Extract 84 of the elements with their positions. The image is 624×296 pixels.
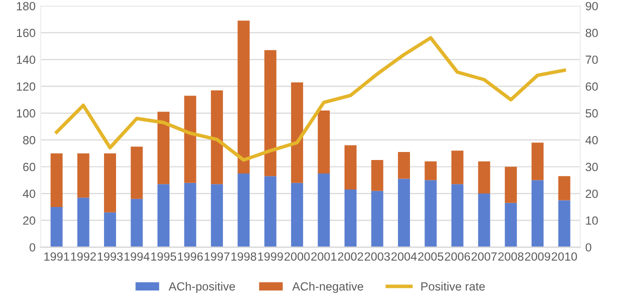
line-series [54, 36, 566, 162]
legend-label: ACh-negative [292, 282, 364, 293]
y-tick-label: 0 [30, 243, 36, 252]
bar [238, 20, 250, 174]
y2-tick-label: 90 [586, 2, 598, 10]
y2-tick-label: 80 [586, 28, 598, 38]
y2-tick-label: 20 [586, 190, 598, 198]
bar [398, 152, 410, 179]
y-tick-label: 20 [23, 216, 36, 225]
bar [451, 150, 464, 184]
x-tick-label: 1992 [71, 252, 96, 261]
bar [371, 190, 384, 248]
x-tick-label: 2008 [498, 252, 524, 261]
y2-tick-label: 50 [586, 109, 598, 118]
bar [264, 176, 276, 248]
y-tick-label: 180 [16, 2, 36, 10]
bar [157, 184, 170, 248]
bar [318, 173, 330, 248]
y-tick-label: 100 [16, 109, 36, 118]
bar [210, 184, 223, 248]
bar [318, 110, 330, 174]
bar [50, 153, 63, 207]
bar [264, 50, 276, 176]
legend-label: Positive rate [421, 282, 485, 291]
bar [371, 160, 384, 191]
bar [130, 146, 143, 199]
x-tick-label: 2004 [391, 252, 417, 261]
bar [130, 198, 143, 248]
bar [238, 173, 250, 248]
bar [291, 182, 304, 248]
x-tick-label: 1993 [98, 252, 123, 261]
x-tick-label: 2009 [525, 252, 550, 261]
y-tick-label: 80 [23, 136, 36, 144]
bar [424, 161, 437, 180]
bar [104, 212, 116, 248]
bar [558, 200, 570, 248]
bar [157, 112, 170, 184]
bar [50, 206, 63, 248]
x-tick-label: 1998 [231, 252, 256, 261]
x-tick-label: 2000 [284, 252, 310, 261]
x-tick-label: 2003 [364, 252, 390, 261]
y-tick-label: 40 [22, 190, 36, 198]
y-tick-label: 120 [16, 82, 36, 91]
x-tick-label: 1999 [258, 252, 283, 261]
bar [210, 90, 223, 184]
bar [504, 202, 517, 248]
y-tick-label: 60 [23, 162, 36, 172]
y2-tick-label: 40 [585, 136, 598, 144]
bar [478, 161, 490, 194]
x-tick-label: 2006 [444, 252, 470, 261]
legend-label: ACh-positive [168, 282, 235, 293]
x-tick-label: 1994 [124, 252, 150, 261]
bar [451, 184, 464, 248]
x-tick-label: 2010 [552, 252, 577, 261]
x-tick-label: 1997 [204, 252, 230, 261]
bar [291, 82, 304, 183]
bar [104, 153, 116, 212]
bar [558, 176, 570, 200]
bar [504, 166, 517, 203]
bar [77, 153, 90, 198]
bar [184, 182, 196, 248]
bar [532, 142, 544, 180]
x-tick-label: 1995 [151, 252, 176, 261]
y-tick-label: 160 [16, 28, 36, 38]
bar [398, 178, 410, 248]
y2-tick-label: 10 [586, 216, 598, 225]
x-tick-label: 1996 [178, 252, 203, 261]
y2-tick-label: 70 [586, 56, 598, 64]
bar [77, 198, 90, 248]
x-tick-label: 1991 [44, 252, 70, 261]
bar [344, 190, 357, 248]
x-tick-label: 2001 [311, 252, 336, 261]
bar [532, 180, 544, 248]
bar [344, 145, 357, 190]
y2-tick-label: 60 [586, 82, 598, 91]
x-tick-label: 2005 [418, 252, 444, 261]
x-tick-label: 2007 [472, 252, 497, 261]
y2-tick-label: 30 [586, 162, 598, 172]
bar [478, 194, 490, 248]
y2-tick-label: 0 [586, 243, 592, 252]
bar [424, 180, 437, 248]
x-tick-label: 2002 [338, 252, 364, 261]
y-tick-label: 140 [16, 56, 36, 64]
bar [184, 96, 196, 183]
